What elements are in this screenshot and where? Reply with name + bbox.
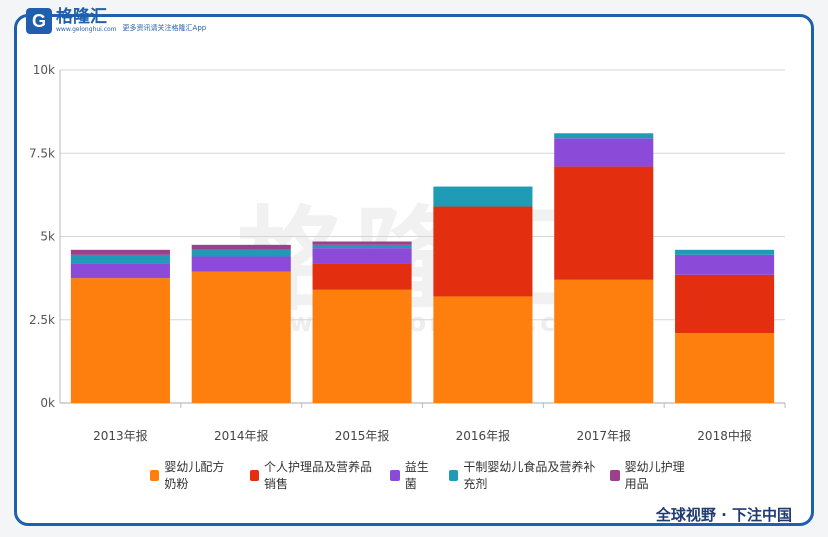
x-tick-label: 2014年报	[214, 428, 269, 443]
bar-segment	[191, 244, 291, 250]
bar-segment	[675, 254, 775, 275]
bar-segment	[312, 289, 412, 403]
legend-swatch	[610, 469, 620, 481]
legend-item: 干制婴幼儿食品及营养补充剂	[449, 458, 596, 492]
logo-text: 格隆汇 www.gelonghui.com	[56, 9, 117, 33]
legend-swatch	[150, 469, 160, 481]
x-tick-label: 2015年报	[335, 428, 390, 443]
bar-segment	[675, 333, 775, 403]
y-tick-label: 2.5k	[29, 313, 55, 327]
legend-label: 婴幼儿配方奶粉	[164, 460, 225, 491]
y-tick-label: 10k	[33, 63, 55, 77]
legend-item: 婴幼儿护理用品	[610, 458, 696, 492]
x-tick-label: 2013年报	[93, 428, 148, 443]
legend-item: 个人护理品及营养品销售	[249, 458, 377, 492]
y-tick-label: 5k	[40, 230, 55, 244]
bar-segment	[70, 263, 170, 279]
bar-segment	[433, 296, 533, 403]
legend-label: 婴幼儿护理用品	[624, 460, 685, 491]
bar-segment	[433, 206, 533, 297]
x-tick-label: 2017年报	[576, 428, 631, 443]
legend-item: 婴幼儿配方奶粉	[150, 458, 236, 492]
bar-segment	[554, 279, 654, 403]
logo-name: 格隆汇	[56, 7, 107, 27]
footer-slogan: 全球视野 · 下注中国	[655, 506, 792, 524]
bar-segment	[312, 241, 412, 245]
bar-segment	[191, 271, 291, 403]
logo-domain: www.gelonghui.com	[56, 26, 117, 33]
bar-segment	[312, 244, 412, 249]
bar-segment	[554, 138, 654, 167]
legend-swatch	[449, 469, 459, 481]
legend-item: 益生菌	[390, 458, 435, 492]
bar-segment	[312, 248, 412, 264]
logo-slogan: 更多资讯请关注格隆汇App	[122, 24, 207, 32]
bar-segment	[191, 256, 291, 272]
legend-swatch	[390, 469, 400, 481]
brand-logo: G 格隆汇 www.gelonghui.com 更多资讯请关注格隆汇App	[26, 6, 206, 36]
bar-segment	[554, 166, 654, 280]
chart-legend: 婴幼儿配方奶粉 个人护理品及营养品销售 益生菌 干制婴幼儿食品及营养补充剂 婴幼儿护理用…	[150, 458, 710, 492]
legend-label: 个人护理品及营养品销售	[264, 460, 373, 491]
x-tick-label: 2016年报	[456, 428, 511, 443]
bar-segment	[312, 263, 412, 290]
bar-segment	[70, 249, 170, 255]
legend-label: 干制婴幼儿食品及营养补充剂	[463, 460, 596, 491]
bar-segment	[433, 186, 533, 207]
bar-segment	[70, 254, 170, 264]
legend-label: 益生菌	[404, 460, 429, 491]
bar-segment	[675, 249, 775, 255]
axis-layer: 0k 2.5k 5k 7.5k 10k 2013年报 2014年报 2015年报 2016年报 2…	[29, 63, 786, 443]
bar-segment	[70, 278, 170, 403]
bar-segment	[675, 274, 775, 334]
bar-segment	[554, 133, 654, 139]
bar-layer	[70, 133, 775, 403]
bar-segment	[191, 249, 291, 257]
y-tick-label: 7.5k	[29, 146, 55, 160]
x-tick-label: 2018中报	[697, 428, 752, 443]
y-tick-label: 0k	[40, 396, 55, 410]
logo-badge-icon: G	[26, 8, 52, 34]
legend-swatch	[249, 469, 260, 481]
